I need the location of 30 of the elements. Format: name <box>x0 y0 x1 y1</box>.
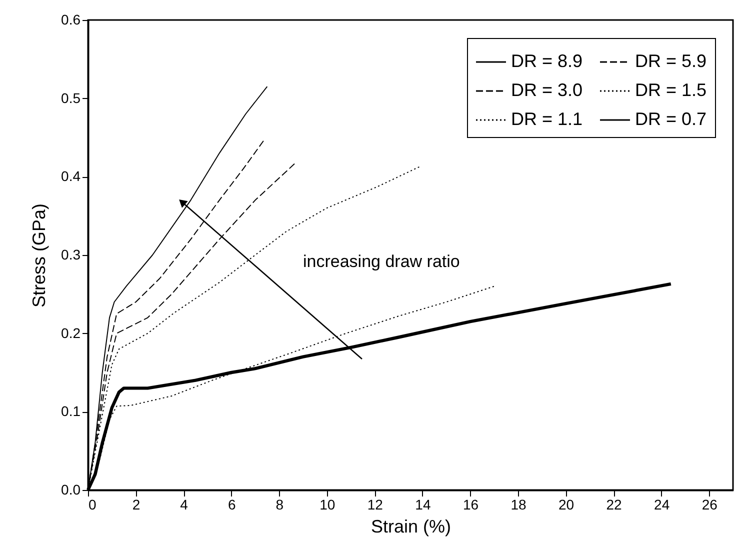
x-tick-label: 8 <box>276 496 284 512</box>
annotation: increasing draw ratio <box>303 252 460 271</box>
x-tick-label: 16 <box>462 496 479 512</box>
x-tick-label: 18 <box>510 496 526 512</box>
x-tick-label: 12 <box>367 496 384 512</box>
x-tick-label: 24 <box>654 496 670 512</box>
x-tick-label: 14 <box>415 496 431 512</box>
y-tick-label: 0.4 <box>61 168 81 184</box>
legend-label: DR = 1.5 <box>635 80 707 100</box>
legend-label: DR = 1.1 <box>511 109 583 129</box>
legend-label: DR = 5.9 <box>635 51 707 71</box>
legend-label: DR = 0.7 <box>635 109 707 129</box>
y-tick-label: 0.3 <box>61 246 81 262</box>
legend-label: DR = 8.9 <box>511 51 583 71</box>
x-tick-label: 6 <box>228 496 236 512</box>
x-tick-label: 26 <box>702 496 718 512</box>
x-tick-label: 2 <box>132 496 140 512</box>
y-tick-label: 0.0 <box>61 482 81 498</box>
y-tick-label: 0.5 <box>61 90 81 106</box>
x-axis-title: Strain (%) <box>370 516 452 536</box>
y-tick-label: 0.1 <box>61 403 81 420</box>
x-tick-label: 20 <box>558 496 574 512</box>
legend-label: DR = 3.0 <box>511 80 583 100</box>
y-tick-label: 0.2 <box>61 324 81 341</box>
x-tick-label: 22 <box>606 496 622 512</box>
x-tick-label: 4 <box>180 496 188 512</box>
x-tick-label: 10 <box>320 496 336 512</box>
x-tick-label: 0 <box>88 496 96 512</box>
y-tick-label: 0.6 <box>61 12 81 28</box>
y-axis-title: Stress (GPa) <box>29 203 50 308</box>
